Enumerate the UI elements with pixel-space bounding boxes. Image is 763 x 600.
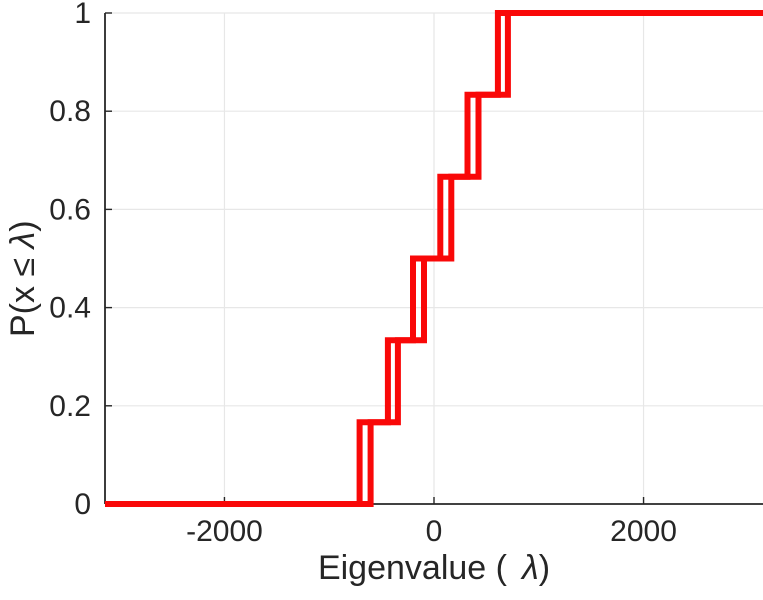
y-tick-label: 0.6: [49, 193, 91, 226]
y-tick-label: 0.8: [49, 95, 91, 128]
y-tick-label: 0.4: [49, 292, 91, 325]
ecdf-staircase-right: [105, 10, 763, 507]
x-tick-label: -2000: [186, 515, 263, 548]
y-axis-label-text: P(x ≤: [4, 248, 42, 337]
y-tick-label: 0: [74, 488, 91, 521]
x-axis-label: Eigenvalue ( λ): [105, 549, 763, 588]
x-axis-label-close: ): [538, 549, 551, 587]
y-tick-label: 1: [74, 0, 91, 30]
y-axis-label: P(x ≤ λ): [4, 220, 43, 337]
lambda-symbol: λ: [4, 231, 42, 249]
y-tick-label: 0.2: [49, 390, 91, 423]
x-tick-label: 2000: [610, 515, 677, 548]
y-axis-label-close: ): [4, 220, 42, 232]
lambda-symbol: λ: [521, 549, 539, 587]
x-tick-label: 0: [426, 515, 443, 548]
x-axis-label-text: Eigenvalue (: [317, 549, 507, 587]
